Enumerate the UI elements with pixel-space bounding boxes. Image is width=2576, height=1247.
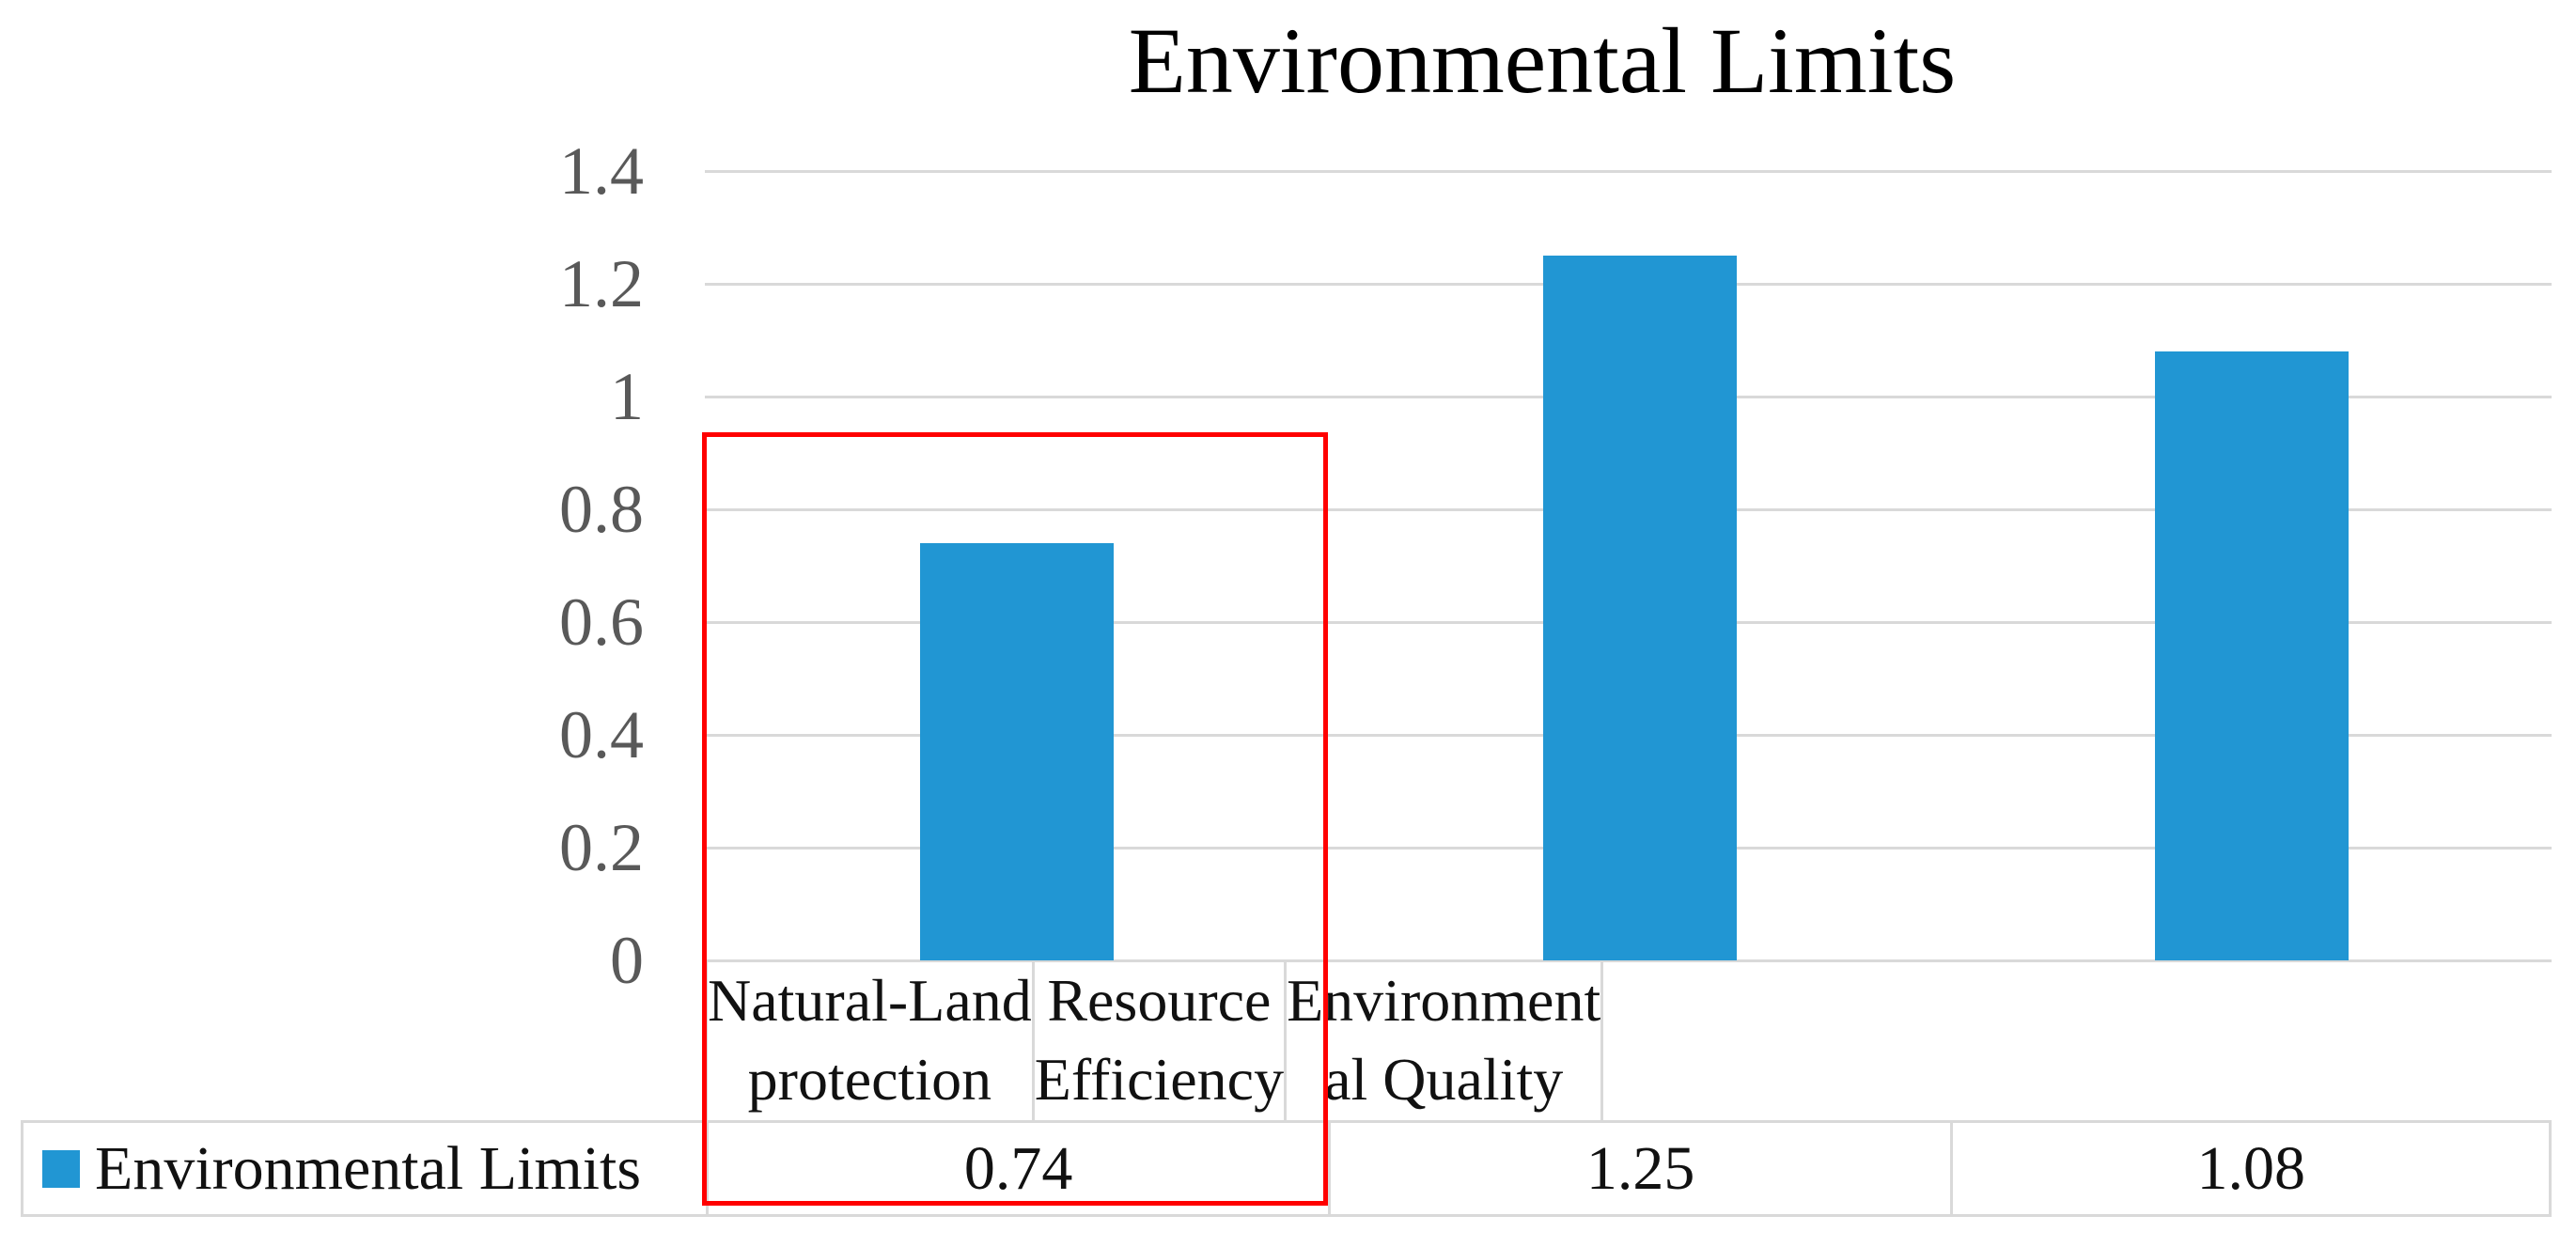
- legend-cell: Environmental Limits: [23, 1123, 706, 1214]
- y-tick-label-0.8: 0.8: [559, 472, 644, 547]
- y-tick-label-1: 1: [610, 359, 644, 434]
- category-label-line: Resource: [1047, 967, 1272, 1034]
- category-label-line: al Quality: [1324, 1046, 1564, 1113]
- gridline-y-0: [705, 959, 2552, 962]
- chart-title: Environmental Limits: [1128, 8, 1957, 113]
- data-table: Environmental Limits 0.74 1.25 1.08: [21, 1120, 2552, 1217]
- y-tick-label-1.4: 1.4: [559, 133, 644, 209]
- y-tick-label-1.2: 1.2: [559, 246, 644, 321]
- table-value-environmental-quality: 1.08: [1950, 1123, 2549, 1214]
- category-label-natural-land-protection: Natural-Land protection: [705, 960, 1035, 1120]
- legend-series-label: Environmental Limits: [95, 1133, 642, 1203]
- y-tick-label-0.4: 0.4: [559, 697, 644, 772]
- table-value-natural-land-protection: 0.74: [706, 1123, 1328, 1214]
- table-value-resource-efficiency: 1.25: [1327, 1123, 1951, 1214]
- bar-resource-efficiency: [1543, 256, 1737, 960]
- y-tick-label-0.6: 0.6: [559, 585, 644, 660]
- category-axis: Natural-Land protection Resource Efficie…: [705, 960, 2552, 1120]
- y-tick-label-0: 0: [610, 923, 644, 998]
- category-label-line: Environment: [1287, 967, 1601, 1034]
- category-label-line: Efficiency: [1034, 1046, 1285, 1113]
- category-label-resource-efficiency: Resource Efficiency: [1034, 960, 1288, 1120]
- category-label-environmental-quality: Environment al Quality: [1287, 960, 1604, 1120]
- legend-marker-icon: [42, 1149, 80, 1188]
- bar-natural-land-protection: [919, 543, 1114, 960]
- gridline-y-1.4: [705, 170, 2552, 173]
- category-label-line: Natural-Land: [708, 967, 1032, 1034]
- y-tick-label-0.2: 0.2: [559, 810, 644, 885]
- bar-environmental-quality: [2155, 351, 2349, 960]
- category-label-line: protection: [747, 1046, 992, 1113]
